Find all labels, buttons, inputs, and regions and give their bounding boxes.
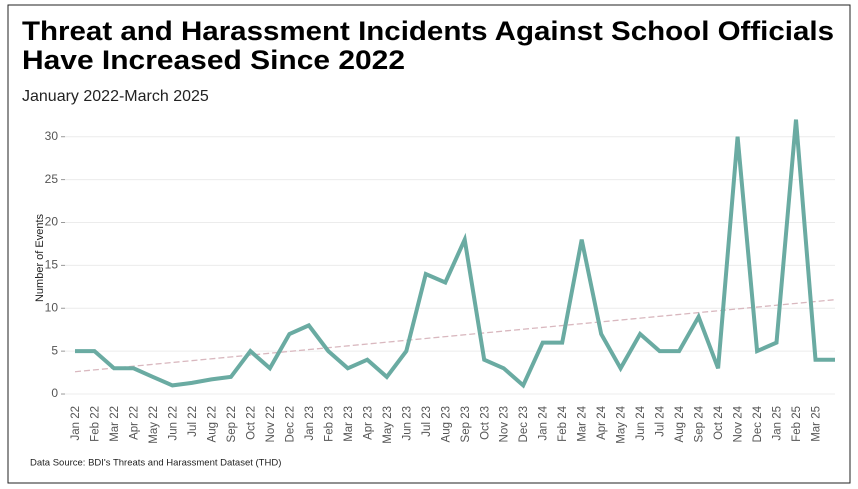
x-tick-label: Aug 23 bbox=[440, 406, 452, 442]
x-tick-label: Jun 23 bbox=[401, 406, 413, 441]
x-tick-label: Jul 24 bbox=[655, 405, 667, 436]
x-tick-label: Jan 25 bbox=[772, 406, 784, 441]
x-tick-label: Oct 23 bbox=[479, 406, 491, 440]
x-tick-label: Jun 22 bbox=[167, 406, 179, 441]
x-tick-label: Jun 24 bbox=[635, 405, 647, 440]
chart-title: Have Increased Since 2022 bbox=[22, 45, 405, 75]
x-tick-label: Jan 23 bbox=[304, 406, 316, 441]
chart-subtitle: January 2022-March 2025 bbox=[22, 88, 209, 105]
x-tick-label: Jul 23 bbox=[421, 406, 433, 437]
x-tick-label: May 24 bbox=[616, 405, 628, 443]
x-tick-label: Feb 23 bbox=[323, 406, 335, 442]
x-tick-label: Dec 22 bbox=[284, 406, 296, 442]
y-tick-label: 25 bbox=[45, 172, 59, 186]
source-note: Data Source: BDI's Threats and Harassmen… bbox=[30, 458, 281, 469]
x-tick-label: Oct 22 bbox=[245, 406, 257, 440]
y-tick-label: 5 bbox=[51, 343, 58, 357]
y-tick-label: 20 bbox=[45, 215, 59, 229]
y-tick-label: 0 bbox=[51, 386, 58, 400]
x-tick-label: Sep 22 bbox=[226, 406, 238, 442]
x-tick-label: Apr 24 bbox=[596, 405, 608, 439]
x-tick-label: May 23 bbox=[382, 406, 394, 444]
x-tick-label: Nov 24 bbox=[733, 405, 745, 442]
data-line bbox=[75, 119, 835, 389]
x-tick-label: Dec 24 bbox=[752, 405, 764, 442]
x-tick-label: Apr 23 bbox=[362, 406, 374, 440]
x-tick-label: Jan 24 bbox=[538, 405, 550, 440]
y-axis-label: Number of Events bbox=[34, 213, 46, 302]
x-tick-label: Jul 22 bbox=[187, 406, 199, 437]
x-tick-label: Sep 24 bbox=[694, 405, 706, 442]
y-tick-label: 30 bbox=[45, 129, 59, 143]
y-tick-label: 10 bbox=[45, 300, 59, 314]
x-tick-label: Aug 22 bbox=[206, 406, 218, 442]
x-tick-label: Jan 22 bbox=[70, 406, 82, 441]
x-tick-label: Dec 23 bbox=[518, 406, 530, 442]
frame bbox=[7, 4, 851, 484]
y-tick-label: 15 bbox=[45, 258, 59, 272]
x-tick-label: Feb 22 bbox=[90, 406, 102, 442]
x-tick-label: Oct 24 bbox=[713, 405, 725, 439]
trend-line bbox=[74, 299, 836, 373]
x-tick-label: Aug 24 bbox=[674, 405, 686, 442]
x-tick-label: Mar 22 bbox=[109, 406, 121, 442]
x-tick-label: Apr 22 bbox=[128, 406, 140, 440]
x-tick-label: Feb 25 bbox=[791, 406, 803, 442]
x-tick-label: Mar 23 bbox=[343, 406, 355, 442]
x-tick-label: Feb 24 bbox=[557, 405, 569, 441]
x-tick-label: Nov 22 bbox=[265, 406, 277, 442]
x-tick-label: Nov 23 bbox=[499, 406, 511, 442]
x-tick-label: Sep 23 bbox=[460, 406, 472, 442]
chart-title: Threat and Harassment Incidents Against … bbox=[22, 16, 834, 46]
x-tick-label: Mar 24 bbox=[577, 405, 589, 441]
x-tick-label: Mar 25 bbox=[811, 406, 823, 442]
x-tick-label: May 22 bbox=[148, 406, 160, 444]
